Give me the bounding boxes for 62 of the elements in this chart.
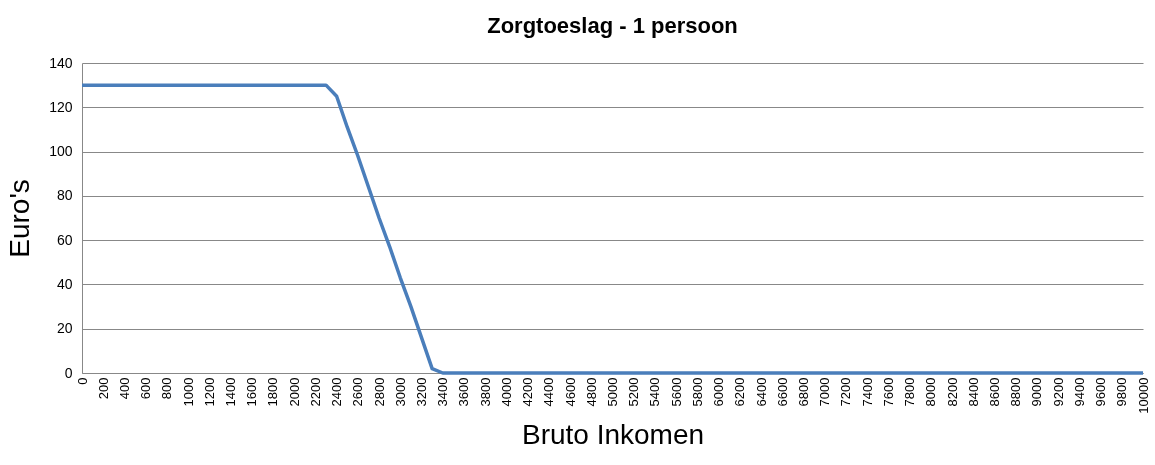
x-tick-label: 7800 xyxy=(902,377,918,407)
x-tick-label: 9000 xyxy=(1029,377,1045,407)
y-tick-label: 120 xyxy=(49,98,73,115)
x-tick-label: 6400 xyxy=(753,377,769,407)
x-tick-label: 4200 xyxy=(520,377,536,407)
x-tick-label: 6600 xyxy=(774,377,790,407)
x-tick-label: 10000 xyxy=(1135,377,1151,414)
chart-title: Zorgtoeslag - 1 persoon xyxy=(487,13,738,38)
x-tick-label: 8200 xyxy=(944,377,960,407)
x-tick-label: 7400 xyxy=(859,377,875,407)
x-tick-label: 7000 xyxy=(817,377,833,407)
x-tick-label: 4000 xyxy=(498,377,514,407)
x-tick-label: 9800 xyxy=(1114,377,1130,407)
x-tick-label: 2600 xyxy=(350,377,366,407)
x-tick-label: 2000 xyxy=(286,377,302,407)
x-tick-label: 6000 xyxy=(711,377,727,407)
x-tick-label: 6800 xyxy=(795,377,811,407)
x-tick-label: 1800 xyxy=(265,377,281,407)
x-tick-label: 8800 xyxy=(1008,377,1024,407)
x-tick-label: 2800 xyxy=(371,377,387,407)
x-tick-label: 1000 xyxy=(180,377,196,407)
y-axis-title: Euro's xyxy=(4,179,36,258)
y-tick-label: 40 xyxy=(56,275,73,292)
x-tick-label: 8400 xyxy=(965,377,981,407)
x-tick-label: 5600 xyxy=(668,377,684,407)
x-tick-label: 4800 xyxy=(583,377,599,407)
x-tick-label: 200 xyxy=(95,377,111,400)
x-tick-label: 5000 xyxy=(605,377,620,407)
x-tick-label: 3600 xyxy=(456,377,472,407)
x-tick-label: 3200 xyxy=(414,377,430,407)
x-axis-title: Bruto Inkomen xyxy=(521,418,705,450)
x-tick-label: 2200 xyxy=(307,377,323,407)
x-tick-label: 5800 xyxy=(689,377,705,407)
x-tick-label: 3800 xyxy=(477,377,493,407)
y-tick-label: 140 xyxy=(49,54,73,71)
x-tick-label: 8600 xyxy=(986,377,1002,407)
x-tick-label: 600 xyxy=(138,377,154,400)
x-tick-label: 1400 xyxy=(223,377,239,407)
x-tick-label: 9200 xyxy=(1050,377,1066,407)
x-tick-label: 1200 xyxy=(201,377,217,407)
x-tick-label: 6200 xyxy=(732,377,748,407)
x-tick-label: 7600 xyxy=(880,377,896,407)
x-tick-label: 4400 xyxy=(541,377,557,407)
x-tick-label: 7200 xyxy=(838,377,854,407)
x-tick-label: 4600 xyxy=(562,377,578,407)
x-tick-label: 3400 xyxy=(435,377,451,407)
x-tick-label: 1600 xyxy=(244,377,260,407)
x-tick-label: 9600 xyxy=(1093,377,1109,407)
y-tick-label: 100 xyxy=(49,143,73,160)
x-tick-label: 5400 xyxy=(647,377,663,407)
x-tick-label: 0 xyxy=(74,377,90,385)
x-tick-label: 9400 xyxy=(1071,377,1087,407)
y-tick-label: 0 xyxy=(64,364,73,381)
y-tick-label: 80 xyxy=(56,187,73,204)
x-tick-label: 5200 xyxy=(626,377,642,407)
x-tick-label: 2400 xyxy=(329,377,345,407)
x-tick-label: 3000 xyxy=(392,377,408,407)
x-tick-label: 800 xyxy=(159,377,175,400)
x-tick-label: 8000 xyxy=(923,377,939,407)
y-tick-label: 20 xyxy=(56,320,73,337)
y-tick-label: 60 xyxy=(56,231,73,248)
x-tick-label: 400 xyxy=(116,377,132,400)
